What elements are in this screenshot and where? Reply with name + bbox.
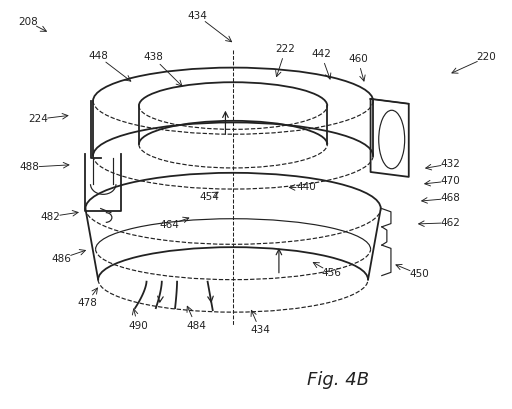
Text: 432: 432 (441, 159, 460, 169)
Text: 488: 488 (19, 162, 39, 172)
Text: 222: 222 (275, 44, 295, 54)
Text: 464: 464 (160, 220, 179, 230)
Text: 450: 450 (409, 270, 429, 279)
Text: 462: 462 (441, 218, 460, 228)
Text: 460: 460 (348, 54, 368, 64)
Text: Fig. 4B: Fig. 4B (307, 371, 369, 389)
Text: 434: 434 (250, 326, 270, 335)
Text: 434: 434 (187, 11, 207, 20)
Text: 438: 438 (143, 52, 163, 63)
Text: 454: 454 (199, 192, 219, 202)
Text: 440: 440 (296, 182, 316, 193)
Text: 468: 468 (441, 193, 460, 203)
Text: 478: 478 (77, 298, 97, 308)
Text: 470: 470 (441, 176, 460, 186)
Text: 490: 490 (128, 321, 148, 330)
Text: 220: 220 (476, 52, 496, 63)
Text: 456: 456 (322, 268, 342, 278)
Text: 484: 484 (186, 321, 206, 330)
Text: 442: 442 (311, 49, 331, 59)
Text: 208: 208 (18, 17, 38, 27)
Text: 486: 486 (52, 254, 71, 263)
Text: 448: 448 (88, 51, 108, 61)
Text: 482: 482 (40, 212, 60, 222)
Text: 224: 224 (28, 114, 48, 124)
